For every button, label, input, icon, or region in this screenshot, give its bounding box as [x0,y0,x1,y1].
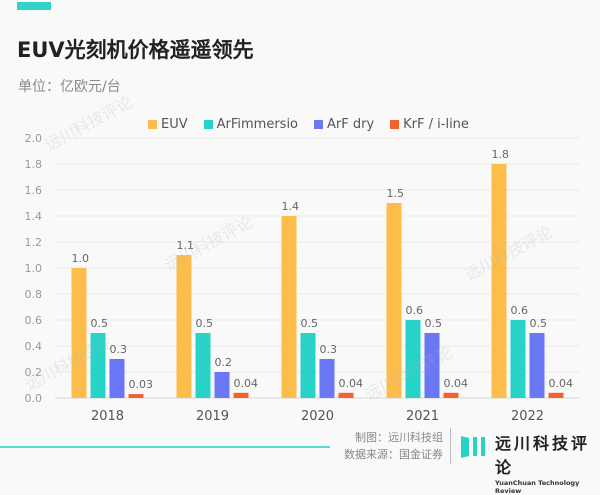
y-tick-label: 0.2 [25,366,43,379]
y-tick-label: 1.8 [25,158,43,171]
bar-krf-i-line [548,392,564,398]
bar-krf-i-line [443,392,459,398]
data-label: 0.5 [196,317,214,330]
bar-krf-i-line [338,392,354,398]
credit-chart-by: 制图：远川科技组 [355,431,443,444]
footer-divider-line [0,446,330,448]
bar-euv [176,255,192,398]
data-label: 0.3 [110,343,128,356]
data-label: 0.3 [320,343,338,356]
legend-item-arfimmersio: ArFimmersio [203,117,299,132]
y-tick-label: 2.0 [25,132,43,145]
bar-chart: 0.00.20.40.60.81.01.21.41.61.82.01.00.50… [25,132,580,424]
data-label: 0.2 [215,356,233,369]
legend-label-arfimmersio: ArFimmersio [216,117,299,132]
x-tick-label: 2018 [91,409,124,424]
logo-icon [461,436,485,458]
data-label: 0.5 [530,317,548,330]
logo-name-cn: 远川科技评论 [495,434,591,477]
bar-arf-dry [424,333,440,398]
bar-euv [281,216,297,398]
data-label: 0.04 [549,377,574,390]
bar-arfimmersio [405,320,421,398]
bar-euv [491,164,507,398]
credit-source: 数据来源：国金证券 [344,448,443,461]
y-tick-label: 1.4 [25,210,43,223]
accent-bar [17,2,51,10]
data-label: 1.0 [72,252,90,265]
chart-title: EUV光刻机价格遥遥领先 [17,38,254,62]
x-tick-label: 2020 [301,409,334,424]
legend-label-arf-dry: ArF dry [327,117,375,132]
bar-euv [71,268,87,398]
y-tick-label: 1.2 [25,236,43,249]
legend-swatch-euv [148,120,157,129]
data-label: 0.5 [425,317,443,330]
y-tick-label: 0.8 [25,288,43,301]
legend: EUV ArFimmersio ArF dry KrF / i-line [148,117,469,132]
legend-item-krf: KrF / i-line [390,117,469,132]
bar-arf-dry [214,372,230,398]
footer-vertical-divider [450,428,451,464]
y-tick-label: 1.6 [25,184,43,197]
bar-arf-dry [529,333,545,398]
data-label: 0.5 [91,317,109,330]
x-tick-label: 2021 [406,409,439,424]
data-label: 0.04 [234,377,259,390]
y-tick-label: 0.0 [25,392,43,405]
bar-krf-i-line [233,392,249,398]
logo-name-en: YuanChuan Technology Review [495,479,580,495]
bar-arfimmersio [90,333,106,398]
data-label: 0.03 [129,378,154,391]
data-label: 0.6 [511,304,529,317]
legend-swatch-krf [390,120,400,129]
y-tick-label: 0.6 [25,314,43,327]
y-tick-label: 0.4 [25,340,43,353]
data-label: 1.1 [177,239,195,252]
bar-arfimmersio [300,333,316,398]
bar-arfimmersio [195,333,211,398]
legend-swatch-arfimmersio [203,120,213,129]
data-label: 0.04 [339,377,364,390]
bar-arf-dry [109,359,125,398]
data-label: 1.4 [282,200,300,213]
y-tick-label: 1.0 [25,262,43,275]
x-tick-label: 2022 [511,409,544,424]
legend-label-krf: KrF / i-line [403,117,469,132]
logo: 远川科技评论 YuanChuan Technology Review [495,430,600,495]
data-label: 1.5 [387,187,405,200]
data-label: 1.8 [492,148,510,161]
bar-arfimmersio [510,320,526,398]
legend-item-euv: EUV [148,117,188,132]
credits: 制图：远川科技组 数据来源：国金证券 [343,429,443,463]
data-label: 0.6 [406,304,424,317]
bar-krf-i-line [128,394,144,398]
data-label: 0.5 [301,317,319,330]
bar-euv [386,203,402,398]
bar-arf-dry [319,359,335,398]
legend-label-euv: EUV [161,117,188,132]
legend-swatch-arf-dry [314,120,324,129]
x-tick-label: 2019 [196,409,229,424]
unit-label: 单位：亿欧元/台 [18,79,121,95]
legend-item-arf-dry: ArF dry [314,117,374,132]
data-label: 0.04 [444,377,469,390]
